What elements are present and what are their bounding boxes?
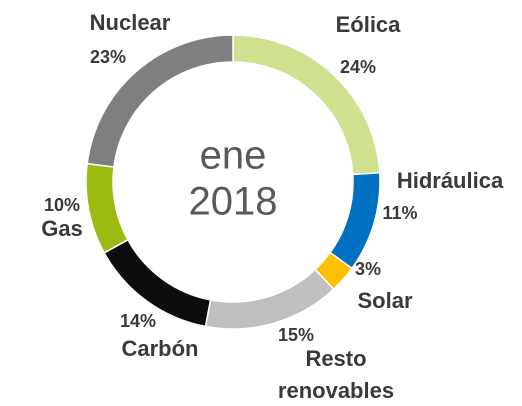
donut-segment <box>85 162 129 254</box>
category-label: Nuclear <box>90 10 171 35</box>
center-text: 2018 <box>189 180 278 224</box>
category-label: Carbón <box>122 336 199 361</box>
category-label: Solar <box>357 288 412 313</box>
donut-segment <box>329 171 381 270</box>
category-label: Eólica <box>336 12 402 37</box>
center-text: ene <box>200 134 267 178</box>
category-label: Gas <box>41 216 83 241</box>
value-label: 15% <box>278 325 314 345</box>
category-label-line: Resto <box>305 346 366 371</box>
donut-segment <box>204 268 335 330</box>
value-label: 23% <box>90 47 126 67</box>
donut-segment <box>86 34 234 168</box>
category-label-line: renovables <box>278 378 394 403</box>
value-label: 10% <box>44 195 80 215</box>
value-label: 24% <box>340 57 376 77</box>
category-label: Resto renovables <box>278 346 394 403</box>
value-label: 14% <box>120 311 156 331</box>
value-label: 11% <box>382 203 417 223</box>
category-label: Hidráulica <box>397 168 504 193</box>
value-label: 3% <box>355 259 381 279</box>
